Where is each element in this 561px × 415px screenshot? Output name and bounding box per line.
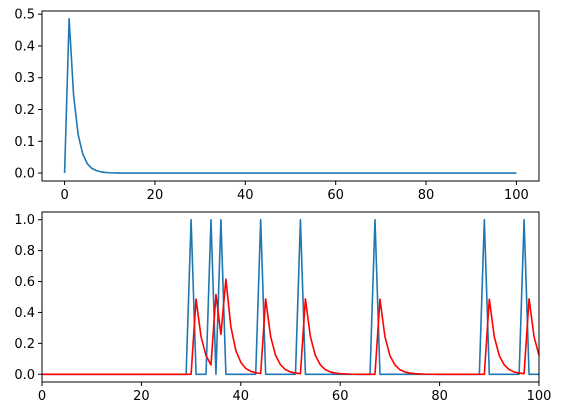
x-tick-label-1-3: 60 <box>327 188 344 203</box>
y-tick-label-2-4: 0.8 <box>14 244 35 259</box>
x-tick-label-2-1: 20 <box>133 389 150 404</box>
y-tick-label-2-2: 0.4 <box>14 306 35 321</box>
x-tick-label-1-2: 40 <box>237 188 254 203</box>
series-line-1-1 <box>63 17 517 174</box>
y-tick-label-1-3: 0.3 <box>14 71 35 86</box>
x-tick-label-2-0: 0 <box>38 389 46 404</box>
y-tick-label-1-5: 0.5 <box>14 8 35 23</box>
chart-panel-2: 0 20 40 60 80 100 0.0 0.2 0.4 0.6 0.8 1.0 <box>14 211 552 404</box>
x-tick-label-1-5: 100 <box>504 188 529 203</box>
y-tick-label-1-4: 0.4 <box>14 39 35 54</box>
axes-frame-2 <box>41 211 540 383</box>
y-tick-label-2-5: 1.0 <box>14 213 35 228</box>
series-line-2-1 <box>42 218 539 376</box>
y-tick-label-1-1: 0.1 <box>14 135 35 150</box>
x-tick-label-2-3: 60 <box>332 389 349 404</box>
axes-frame-1 <box>41 10 540 182</box>
x-tick-label-1-0: 0 <box>60 188 68 203</box>
y-tick-label-2-0: 0.0 <box>14 368 35 383</box>
x-tick-label-2-5: 100 <box>527 389 552 404</box>
chart-panel-1: 0 20 40 60 80 100 0.0 0.1 0.2 0.3 0.4 0.5 <box>14 8 540 203</box>
x-tick-label-1-1: 20 <box>147 188 164 203</box>
x-tick-label-2-4: 80 <box>431 389 448 404</box>
series-line-2-2 <box>42 278 540 376</box>
y-tick-label-2-3: 0.6 <box>14 275 35 290</box>
x-tick-label-2-2: 40 <box>233 389 250 404</box>
y-tick-label-1-2: 0.2 <box>14 103 35 118</box>
y-tick-label-2-1: 0.2 <box>14 337 35 352</box>
y-tick-label-1-0: 0.0 <box>14 167 35 182</box>
x-tick-label-1-4: 80 <box>418 188 435 203</box>
